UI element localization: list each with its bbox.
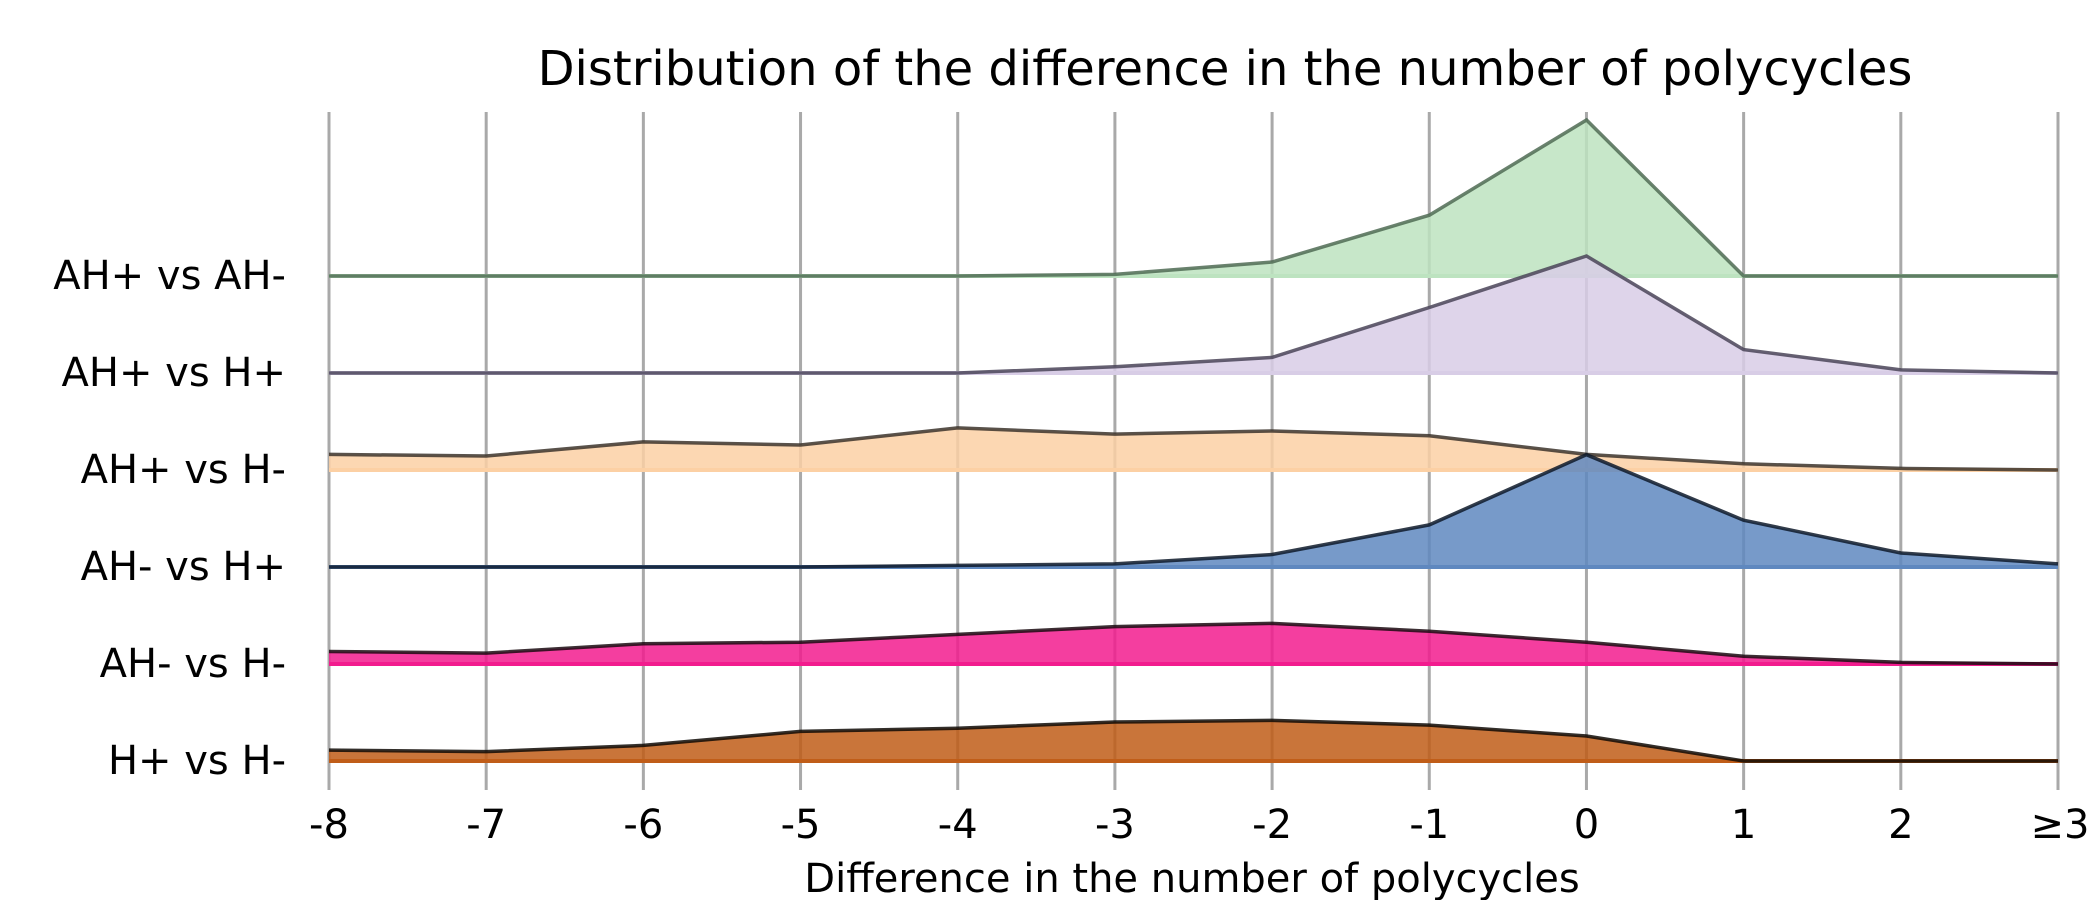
x-tick-label-0: -8 xyxy=(309,802,349,848)
ridge-series-5 xyxy=(328,718,2058,763)
row-label-4: AH- vs H- xyxy=(100,641,286,687)
x-tick-label-11: ≥3 xyxy=(2031,802,2090,848)
x-tick-label-2: -6 xyxy=(623,802,663,848)
x-tick-label-9: 1 xyxy=(1731,802,1756,848)
ridge-area-1 xyxy=(329,256,2058,373)
x-tick-label-10: 2 xyxy=(1888,802,1913,848)
ridge-area-5 xyxy=(329,720,2058,761)
x-tick-label-5: -3 xyxy=(1095,802,1135,848)
row-label-3: AH- vs H+ xyxy=(81,544,286,590)
ridge-area-3 xyxy=(329,454,2058,567)
row-label-1: AH+ vs H+ xyxy=(62,350,287,396)
ridge-series-1 xyxy=(329,254,2059,375)
x-tick-label-8: 0 xyxy=(1574,802,1599,848)
x-tick-label-1: -7 xyxy=(466,802,506,848)
x-axis-label: Difference in the number of polycycles xyxy=(804,856,1579,900)
row-label-0: AH+ vs AH- xyxy=(53,253,286,299)
x-tick-label-4: -4 xyxy=(938,802,978,848)
ridge-area-2 xyxy=(329,427,2058,470)
ridge-series-2 xyxy=(328,426,2059,472)
ridge-line-0 xyxy=(329,117,2058,278)
ridge-layer xyxy=(328,117,2059,763)
ridge-line-5 xyxy=(328,718,2058,763)
x-tick-label-6: -2 xyxy=(1252,802,1292,848)
ridge-area-4 xyxy=(329,623,2058,664)
ridge-area-0 xyxy=(329,120,2058,276)
ridge-series-4 xyxy=(328,621,2059,666)
ridge-line-1 xyxy=(329,254,2059,375)
ridge-series-0 xyxy=(329,117,2058,278)
x-tick-label-7: -1 xyxy=(1409,802,1449,848)
row-label-2: AH+ vs H- xyxy=(81,447,286,493)
row-labels: AH+ vs AH- AH+ vs H+ AH+ vs H- AH- vs H+ AH-… xyxy=(53,253,286,784)
row-label-5: H+ vs H- xyxy=(108,738,286,784)
ridge-line-4 xyxy=(328,621,2059,666)
x-tick-labels: -8 -7 -6 -5 -4 -3 -2 -1 0 1 2 ≥3 xyxy=(309,802,2089,848)
chart-title: Distribution of the difference in the nu… xyxy=(538,41,1913,97)
ridge-line-2 xyxy=(328,426,2059,472)
ridge-series-3 xyxy=(329,452,2059,569)
ridge-line-3 xyxy=(329,452,2059,569)
x-tick-label-3: -5 xyxy=(781,802,821,848)
